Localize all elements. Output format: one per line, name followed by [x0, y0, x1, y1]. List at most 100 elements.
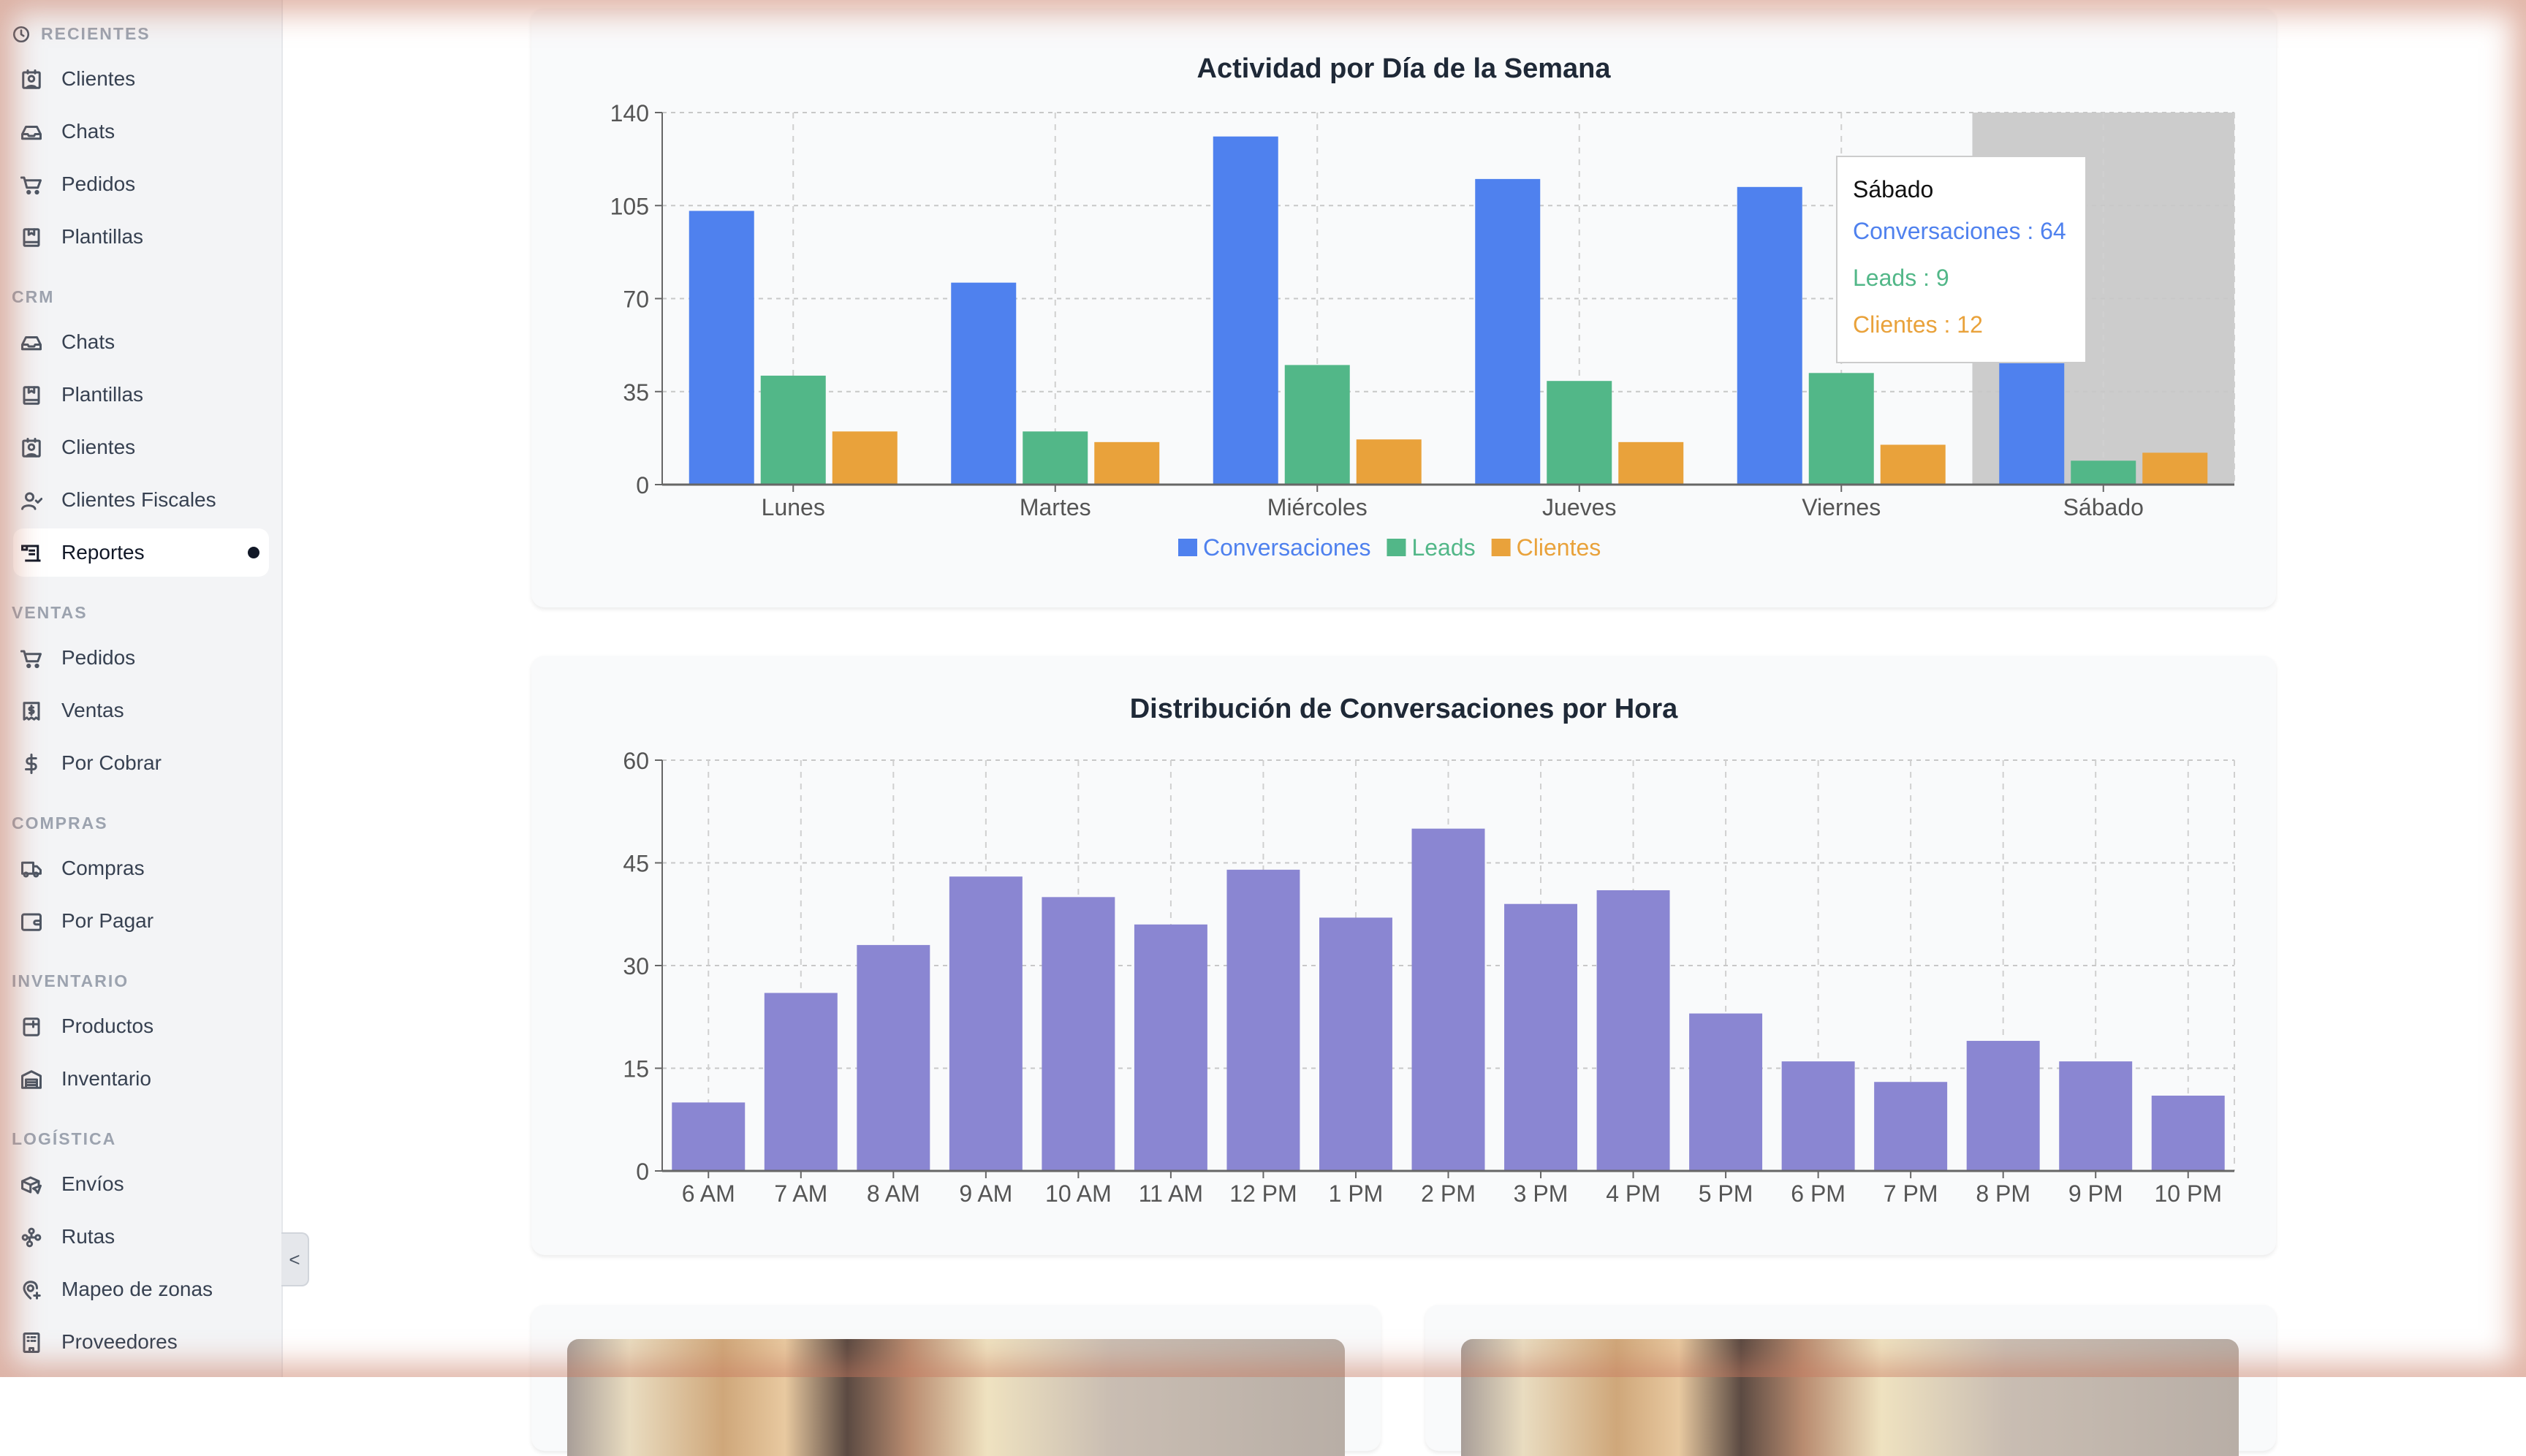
sidebar-item-label: Ventas: [61, 699, 124, 721]
x-tick-label: 2 PM: [1421, 1180, 1476, 1207]
sidebar-item-label: Plantillas: [61, 225, 144, 248]
sidebar-item-clientes[interactable]: Clientes: [0, 421, 281, 474]
section-title: RECIENTES: [41, 24, 151, 43]
y-tick-label: 0: [636, 1159, 649, 1185]
bar-leads-miércoles: [1284, 365, 1350, 485]
sidebar-item-reportes[interactable]: Reportes: [0, 526, 281, 579]
sidebar-item-label: Pedidos: [61, 172, 136, 195]
bar-leads-lunes: [760, 375, 826, 485]
x-tick-label: Miércoles: [1267, 494, 1368, 520]
y-tick-label: 140: [610, 100, 649, 126]
sidebar: RECIENTES Clientes Chats Pedidos Plantillas C…: [0, 0, 283, 1377]
sidebar-item-pedidos[interactable]: Pedidos: [0, 158, 281, 211]
sidebar-item-por-pagar[interactable]: Por Pagar: [0, 895, 281, 947]
sidebar-item-label: Pedidos: [61, 646, 136, 669]
sidebar-item-label: Reportes: [61, 541, 145, 564]
map-pin-plus-icon: [23, 1281, 41, 1300]
weekday-chart-title: Actividad por Día de la Semana: [1196, 53, 1611, 84]
bar-conversaciones-5-pm: [1689, 1013, 1763, 1171]
collapse-sidebar-button[interactable]: <: [281, 1232, 309, 1286]
truck-icon: [21, 861, 42, 878]
x-tick-label: 7 PM: [1884, 1180, 1938, 1207]
x-tick-label: 6 AM: [682, 1180, 735, 1207]
y-tick-label: 105: [610, 193, 649, 219]
user-check-icon: [21, 492, 42, 510]
sidebar-item-label: Clientes: [61, 67, 136, 90]
tooltip-line: Clientes : 12: [1853, 311, 1983, 338]
x-tick-label: Lunes: [762, 494, 825, 520]
legend-label-leads: Leads: [1411, 534, 1475, 561]
sidebar-section-header: COMPRAS: [0, 789, 281, 842]
sidebar-item-chats[interactable]: Chats: [0, 105, 281, 158]
sidebar-item-rutas[interactable]: Rutas: [0, 1210, 281, 1263]
charts-layer: 0 35 70 105 140 Lunes Martes Miércoles Jueves Vie…: [610, 100, 2235, 1207]
chevron-left-icon: <: [289, 1248, 300, 1270]
sidebar-item-label: Por Pagar: [61, 909, 154, 932]
sidebar-item-plantillas[interactable]: Plantillas: [0, 368, 281, 421]
bar-clientes-jueves: [1618, 441, 1684, 485]
building-icon: [23, 1332, 40, 1353]
sidebar-item-inventario[interactable]: Inventario: [0, 1053, 281, 1105]
template-book-icon: [23, 228, 40, 247]
x-tick-label: 11 AM: [1139, 1180, 1203, 1207]
sidebar-item-label: Clientes Fiscales: [61, 488, 216, 511]
bar-conversaciones-3-pm: [1504, 903, 1578, 1171]
sidebar-item-label: Plantillas: [61, 383, 144, 406]
y-tick-label: 45: [623, 851, 649, 877]
sidebar-item-por-cobrar[interactable]: Por Cobrar: [0, 737, 281, 789]
x-tick-label: 10 AM: [1045, 1180, 1112, 1207]
bar-conversaciones-7-am: [764, 993, 838, 1171]
bar-conversaciones-11-am: [1134, 924, 1207, 1171]
sidebar-item-label: Inventario: [61, 1067, 151, 1090]
legend-swatch-clientes: [1491, 539, 1511, 556]
sidebar-item-envíos[interactable]: Envíos: [0, 1158, 281, 1210]
bar-conversaciones-1-pm: [1319, 917, 1392, 1171]
bar-leads-martes: [1023, 431, 1088, 485]
receipt-dollar-icon: [23, 702, 40, 721]
chart-tooltip: [1836, 156, 2087, 363]
section-title: VENTAS: [12, 603, 88, 622]
clock-icon: [12, 26, 30, 43]
bar-conversaciones-10-pm: [2151, 1095, 2225, 1171]
contact-card-icon: [22, 438, 41, 458]
sidebar-item-label: Compras: [61, 857, 145, 879]
sidebar-section-header: RECIENTES: [0, 0, 281, 53]
sidebar-section-header: VENTAS: [0, 579, 281, 632]
sidebar-item-clientes-fiscales[interactable]: Clientes Fiscales: [0, 474, 281, 526]
x-tick-label: 9 PM: [2068, 1180, 2123, 1207]
sidebar-item-ventas[interactable]: Ventas: [0, 684, 281, 737]
warehouse-icon: [21, 1070, 42, 1089]
legend-label-conversaciones: Conversaciones: [1203, 534, 1370, 561]
y-tick-label: 70: [623, 287, 649, 313]
sidebar-item-label: Clientes: [61, 436, 136, 458]
sidebar-item-proveedores[interactable]: Proveedores: [0, 1316, 281, 1368]
sidebar-item-productos[interactable]: Productos: [0, 1000, 281, 1053]
section-title: LOGÍSTICA: [12, 1129, 117, 1148]
inbox-icon: [21, 126, 42, 140]
bar-clientes-lunes: [832, 431, 898, 485]
bar-conversaciones-7-pm: [1874, 1082, 1948, 1171]
sidebar-section-header: CRM: [0, 263, 281, 316]
sidebar-item-compras[interactable]: Compras: [0, 842, 281, 895]
legend-swatch-leads: [1387, 539, 1406, 556]
sidebar-item-chats[interactable]: Chats: [0, 316, 281, 368]
route-icon: [21, 1227, 42, 1248]
legend-label-clientes: Clientes: [1517, 534, 1601, 561]
sidebar-item-plantillas[interactable]: Plantillas: [0, 211, 281, 263]
sidebar-item-clientes[interactable]: Clientes: [0, 53, 281, 105]
sidebar-item-label: Rutas: [61, 1225, 115, 1248]
sidebar-item-mapeo-de-zonas[interactable]: Mapeo de zonas: [0, 1263, 281, 1316]
sidebar-item-pedidos[interactable]: Pedidos: [0, 632, 281, 684]
bar-conversaciones-12-pm: [1226, 869, 1300, 1171]
x-tick-label: 3 PM: [1514, 1180, 1569, 1207]
bar-conversaciones-8-am: [857, 944, 930, 1171]
cart-icon: [20, 650, 42, 669]
x-tick-label: Viernes: [1802, 494, 1881, 520]
bar-conversaciones-viernes: [1737, 186, 1802, 485]
sidebar-item-label: Proveedores: [61, 1330, 178, 1353]
x-tick-label: Jueves: [1542, 494, 1616, 520]
x-tick-label: 8 AM: [867, 1180, 920, 1207]
bar-conversaciones-2-pm: [1411, 828, 1485, 1171]
bar-conversaciones-6-am: [672, 1102, 746, 1171]
contact-card-icon: [22, 69, 41, 89]
